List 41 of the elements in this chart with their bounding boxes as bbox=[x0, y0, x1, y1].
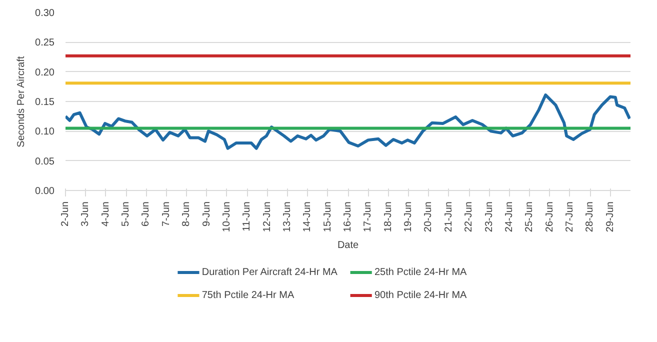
y-tick-label: 0.15 bbox=[35, 97, 55, 108]
y-tick-label: 0.00 bbox=[35, 186, 55, 197]
x-tick-label: 23-Jun bbox=[484, 202, 495, 232]
x-tick-label: 3-Jun bbox=[80, 202, 92, 227]
x-tick-label: 5-Jun bbox=[120, 202, 132, 227]
x-tick-label: 9-Jun bbox=[201, 202, 212, 227]
x-tick-label: 17-Jun bbox=[362, 202, 374, 232]
x-tick-label: 22-Jun bbox=[464, 202, 475, 232]
x-tick-label: 8-Jun bbox=[181, 202, 192, 227]
x-tick-label: 18-Jun bbox=[382, 202, 394, 232]
x-tick-label: 19-Jun bbox=[403, 202, 414, 232]
legend-label: Duration Per Aircraft 24-Hr MA bbox=[202, 267, 338, 278]
x-tick-label: 29-Jun bbox=[604, 202, 616, 232]
x-tick-label: 4-Jun bbox=[100, 202, 112, 227]
x-tick-label: 11-Jun bbox=[242, 201, 253, 232]
y-tick-label: 0.25 bbox=[35, 38, 55, 49]
x-tick-label: 26-Jun bbox=[544, 202, 556, 232]
x-tick-label: 14-Jun bbox=[302, 202, 314, 232]
y-tick-label: 0.20 bbox=[35, 67, 55, 78]
y-tick-label: 0.30 bbox=[35, 8, 55, 19]
legend-label: 75th Pctile 24-Hr MA bbox=[202, 290, 294, 301]
x-tick-label: 15-Jun bbox=[322, 202, 334, 232]
x-tick-label: 20-Jun bbox=[423, 202, 434, 232]
legend-label: 90th Pctile 24-Hr MA bbox=[374, 290, 468, 301]
x-tick-label: 27-Jun bbox=[564, 202, 576, 232]
y-axis-title: Seconds Per Aircraft bbox=[16, 56, 28, 148]
x-tick-label: 7-Jun bbox=[160, 202, 172, 227]
y-tick-label: 0.05 bbox=[35, 156, 55, 168]
x-axis-title: Date bbox=[337, 240, 359, 252]
x-tick-label: 10-Jun bbox=[221, 202, 232, 232]
x-tick-label: 13-Jun bbox=[282, 202, 293, 232]
x-tick-label: 25-Jun bbox=[524, 202, 536, 232]
x-tick-label: 2-Jun bbox=[60, 202, 71, 227]
x-tick-label: 28-Jun bbox=[584, 202, 596, 232]
x-tick-label: 12-Jun bbox=[262, 202, 273, 232]
x-tick-label: 24-Jun bbox=[504, 202, 515, 232]
legend-label: 25th Pctile 24-Hr MA bbox=[374, 267, 468, 278]
x-tick-label: 16-Jun bbox=[342, 202, 354, 232]
x-tick-label: 21-Jun bbox=[443, 202, 454, 232]
y-tick-label: 0.10 bbox=[35, 126, 55, 138]
x-tick-label: 6-Jun bbox=[140, 202, 152, 227]
